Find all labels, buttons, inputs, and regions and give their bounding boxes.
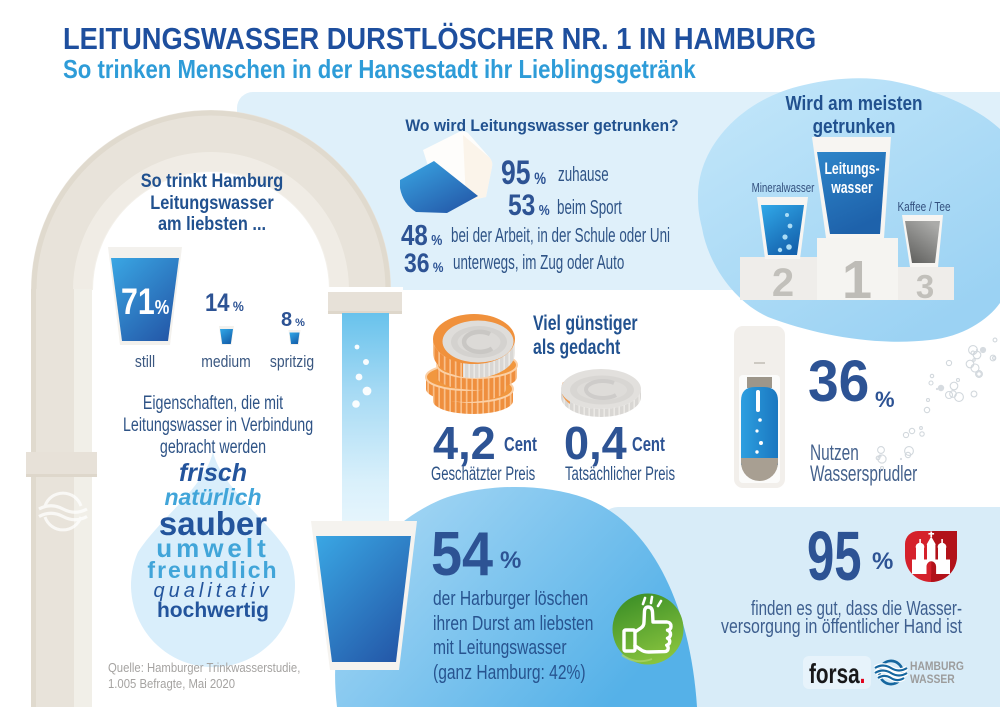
svg-text:1: 1 xyxy=(842,250,872,310)
svg-text:2: 2 xyxy=(772,261,794,305)
svg-text:3: 3 xyxy=(916,268,934,305)
